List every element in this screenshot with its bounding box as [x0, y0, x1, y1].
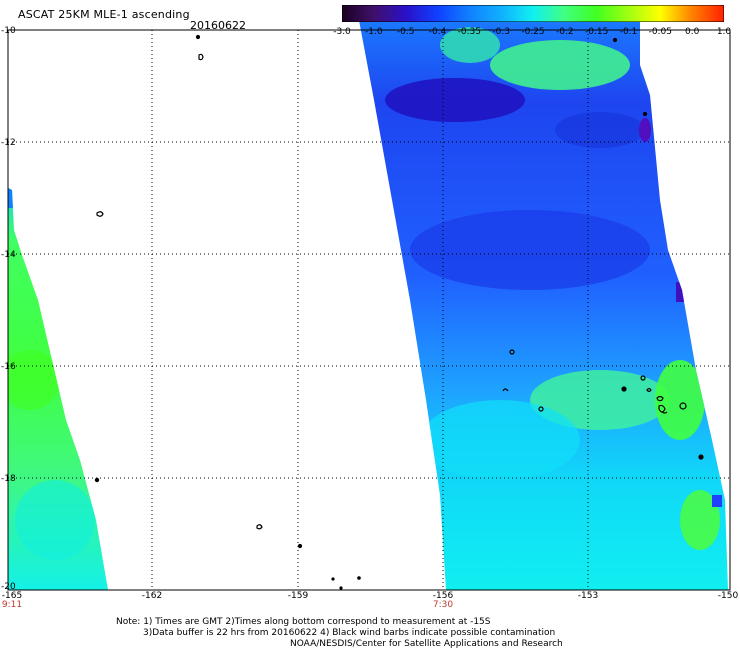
grid-lines [8, 30, 730, 590]
x-tick-label: -150 [717, 591, 739, 601]
colorbar-tick: 1.0 [716, 27, 732, 37]
x-tick-label: -159 [287, 591, 309, 601]
y-tick-label: -16 [1, 362, 16, 372]
y-tick-label: -18 [1, 474, 16, 484]
product-date: 20160622 [190, 19, 246, 32]
y-tick-label: -14 [1, 250, 16, 260]
colorbar-tick: -1.0 [365, 27, 383, 37]
y-tick-label: -20 [1, 582, 16, 592]
colorbar-tick: -0.4 [428, 27, 447, 37]
x-tick-label: -156 [432, 591, 454, 601]
note-line-2: 3)Data buffer is 22 hrs from 20160622 4)… [143, 628, 556, 638]
x-tick-label: -153 [577, 591, 599, 601]
colorbar-tick: -0.05 [648, 27, 672, 37]
colorbar-ramp [342, 5, 724, 22]
y-tick-label: -12 [1, 138, 16, 148]
colorbar-tick: -3.0 [333, 27, 351, 37]
time-label-east: 7:30 [432, 600, 454, 610]
colorbar-tick: -0.15 [585, 27, 609, 37]
swath-west [8, 188, 108, 590]
island-outlines [94, 34, 704, 590]
colorbar-tick: -0.5 [396, 27, 415, 37]
colorbar [342, 5, 724, 22]
plot-frame [7, 29, 731, 591]
colorbar-tick: -0.25 [521, 27, 545, 37]
x-tick-label: -162 [141, 591, 163, 601]
y-tick-label: -10 [1, 26, 16, 36]
note-line-3: NOAA/NESDIS/Center for Satellite Applica… [290, 639, 563, 649]
colorbar-tick: -0.1 [619, 27, 638, 37]
colorbar-tick: 0.0 [684, 27, 700, 37]
note-line-1: Note: 1) Times are GMT 2)Times along bot… [116, 617, 491, 627]
colorbar-tick: -0.2 [556, 27, 574, 37]
time-label-west: 9:11 [1, 600, 23, 610]
x-tick-label: -165 [1, 591, 23, 601]
product-title: ASCAT 25KM MLE-1 ascending [18, 8, 190, 21]
swath-east [358, 15, 728, 590]
colorbar-tick: -0.3 [492, 27, 510, 37]
colorbar-tick: -0.35 [457, 27, 481, 37]
